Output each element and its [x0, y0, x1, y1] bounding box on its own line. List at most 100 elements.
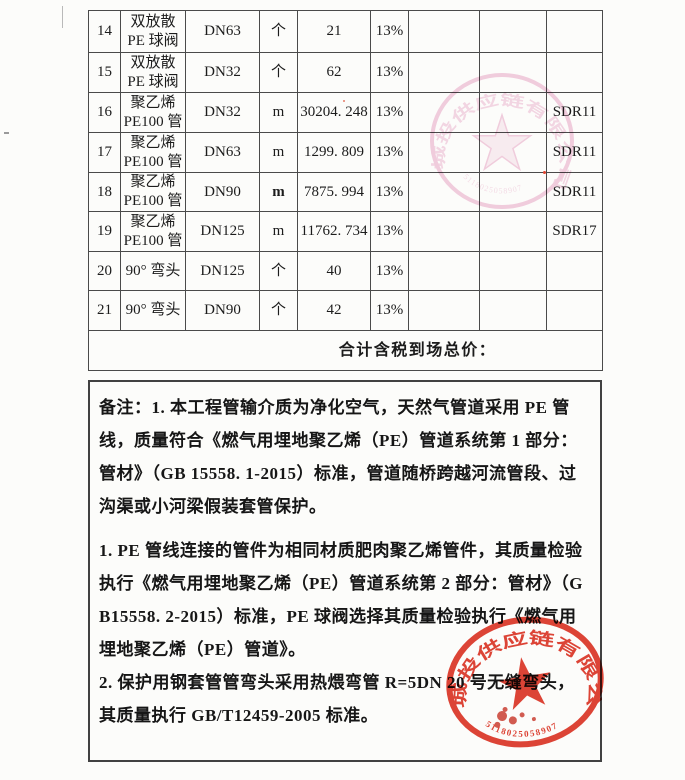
cell-spec: DN125: [185, 251, 260, 291]
cell-row-no: 19: [88, 211, 121, 252]
cell-tax-rate: 13%: [370, 172, 409, 212]
cell-extra-2: [479, 92, 547, 133]
cell-item-name: 聚乙烯 PE100 管: [120, 172, 186, 212]
item-name-line1: 聚乙烯: [130, 134, 176, 151]
cell-row-no: 17: [88, 132, 121, 173]
cell-remark: [546, 251, 603, 291]
cell-extra-1: [408, 251, 480, 291]
cell-quantity: 1299. 809: [297, 132, 371, 173]
scan-artifact-line: [62, 6, 63, 28]
cell-spec: DN32: [185, 52, 260, 93]
note-paragraph-2: 1. PE 管线连接的管件为相同材质肥肉聚乙烯管件，其质量检验执行《燃气用埋地聚…: [99, 541, 583, 659]
cell-extra-2: [479, 172, 547, 212]
cell-item-name: 聚乙烯 PE100 管: [120, 211, 186, 252]
cell-spec: DN90: [185, 290, 260, 331]
cell-item-name: 双放散 PE 球阀: [120, 10, 186, 53]
item-name-line1: 双放散: [130, 54, 176, 71]
cell-extra-2: [479, 211, 547, 252]
total-label: 合计含税到场总价：: [88, 330, 603, 371]
cell-quantity: 62: [297, 52, 371, 93]
cell-quantity: 11762. 734: [297, 211, 371, 252]
cell-remark: SDR11: [546, 92, 603, 133]
cell-unit: 个: [259, 10, 298, 53]
cell-remark: SDR17: [546, 211, 603, 252]
cell-remark: [546, 10, 603, 53]
item-name-line2: PE 球阀: [127, 73, 179, 90]
cell-extra-1: [408, 10, 480, 53]
cell-extra-1: [408, 52, 480, 93]
item-name-line1: 双放散: [130, 13, 176, 30]
cell-tax-rate: 13%: [370, 92, 409, 133]
cell-tax-rate: 13%: [370, 132, 409, 173]
item-name-line2: PE100 管: [123, 153, 183, 170]
item-name-line1: 聚乙烯: [130, 213, 176, 230]
table-row: 16 聚乙烯 PE100 管 DN32 m 30204. 248 13% SDR1…: [88, 92, 603, 133]
cell-item-name: 90° 弯头: [120, 290, 186, 331]
items-table: 14 双放散 PE 球阀 DN63 个 21 13% 15 双放散 PE 球阀 DN…: [88, 10, 603, 371]
cell-extra-2: [479, 10, 547, 53]
cell-quantity: 40: [297, 251, 371, 291]
item-name-line2: PE 球阀: [127, 32, 179, 49]
total-row: 合计含税到场总价：: [88, 330, 603, 371]
table-row: 19 聚乙烯 PE100 管 DN125 m 11762. 734 13% SDR…: [88, 211, 603, 252]
cell-tax-rate: 13%: [370, 10, 409, 53]
cell-unit: m: [259, 172, 298, 212]
item-name-line2: PE100 管: [123, 232, 183, 249]
table-row: 14 双放散 PE 球阀 DN63 个 21 13%: [88, 10, 603, 53]
cell-extra-2: [479, 132, 547, 173]
cell-row-no: 15: [88, 52, 121, 93]
item-name-line2: PE100 管: [123, 113, 183, 130]
cell-spec: DN63: [185, 132, 260, 173]
cell-spec: DN63: [185, 10, 260, 53]
cell-extra-1: [408, 92, 480, 133]
cell-row-no: 20: [88, 251, 121, 291]
cell-extra-1: [408, 172, 480, 212]
cell-row-no: 16: [88, 92, 121, 133]
cell-quantity: 21: [297, 10, 371, 53]
table-row: 15 双放散 PE 球阀 DN32 个 62 13%: [88, 52, 603, 93]
scan-artifact-speck: [4, 132, 9, 134]
cell-spec: DN32: [185, 92, 260, 133]
cell-item-name: 90° 弯头: [120, 251, 186, 291]
item-name-line1: 聚乙烯: [130, 174, 176, 190]
cell-row-no: 21: [88, 290, 121, 331]
cell-tax-rate: 13%: [370, 211, 409, 252]
table-row: 17 聚乙烯 PE100 管 DN63 m 1299. 809 13% SDR11: [88, 132, 603, 173]
item-name-line1: 90° 弯头: [125, 302, 181, 318]
cell-remark: [546, 52, 603, 93]
item-name-line1: 聚乙烯: [130, 94, 176, 111]
cell-extra-2: [479, 290, 547, 331]
note-paragraph-1: 备注：1. 本工程管输介质为净化空气，天然气管道采用 PE 管线，质量符合《燃气…: [99, 398, 578, 516]
cell-extra-1: [408, 132, 480, 173]
cell-quantity: 30204. 248: [297, 92, 371, 133]
cell-tax-rate: 13%: [370, 251, 409, 291]
cell-remark: SDR11: [546, 172, 603, 212]
notes-box: 备注：1. 本工程管输介质为净化空气，天然气管道采用 PE 管线，质量符合《燃气…: [88, 380, 602, 762]
cell-tax-rate: 13%: [370, 52, 409, 93]
table-row: 20 90° 弯头 DN125 个 40 13%: [88, 251, 603, 291]
note-paragraph-3: 2. 保护用钢套管管弯头采用热煨弯管 R=5DN 20 号无缝弯头，其质量执行 …: [99, 673, 575, 725]
cell-tax-rate: 13%: [370, 290, 409, 331]
cell-spec: DN125: [185, 211, 260, 252]
cell-remark: SDR11: [546, 132, 603, 173]
item-name-line2: PE100 管: [123, 193, 183, 209]
cell-spec: DN90: [185, 172, 260, 212]
cell-remark: [546, 290, 603, 331]
cell-unit: m: [259, 132, 298, 173]
cell-extra-1: [408, 211, 480, 252]
cell-extra-1: [408, 290, 480, 331]
cell-quantity: 7875. 994: [297, 172, 371, 212]
cell-unit: 个: [259, 52, 298, 93]
table-row: 21 90° 弯头 DN90 个 42 13%: [88, 290, 603, 331]
cell-unit: m: [259, 211, 298, 252]
cell-item-name: 聚乙烯 PE100 管: [120, 132, 186, 173]
cell-item-name: 双放散 PE 球阀: [120, 52, 186, 93]
cell-extra-2: [479, 251, 547, 291]
cell-unit: m: [259, 92, 298, 133]
cell-quantity: 42: [297, 290, 371, 331]
cell-unit: 个: [259, 290, 298, 331]
cell-row-no: 14: [88, 10, 121, 53]
cell-unit: 个: [259, 251, 298, 291]
item-name-line1: 90° 弯头: [125, 262, 181, 279]
cell-row-no: 18: [88, 172, 121, 212]
